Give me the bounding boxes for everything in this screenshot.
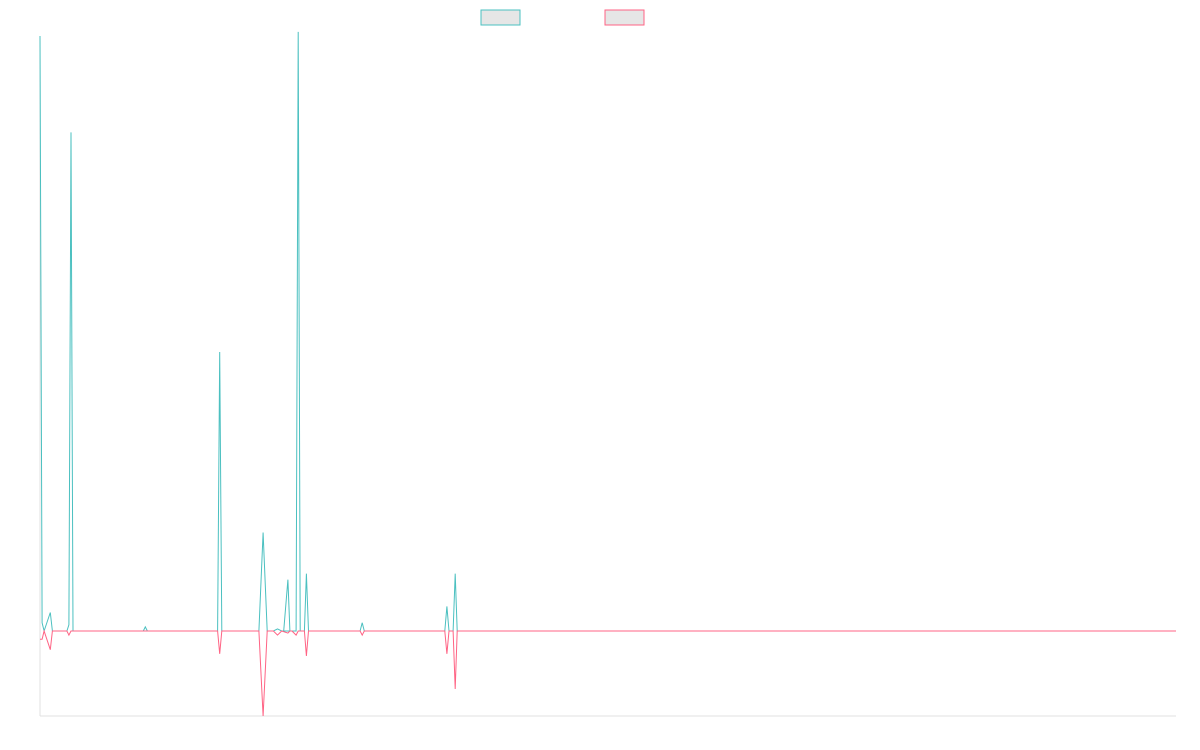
series-line-2 — [40, 629, 1176, 717]
series-line-1 — [39, 31, 1176, 633]
legend — [480, 9, 645, 26]
series-layer — [39, 31, 1176, 717]
legend-swatch-1[interactable] — [480, 9, 521, 26]
axes — [39, 36, 1176, 717]
legend-swatch-2[interactable] — [604, 9, 645, 26]
